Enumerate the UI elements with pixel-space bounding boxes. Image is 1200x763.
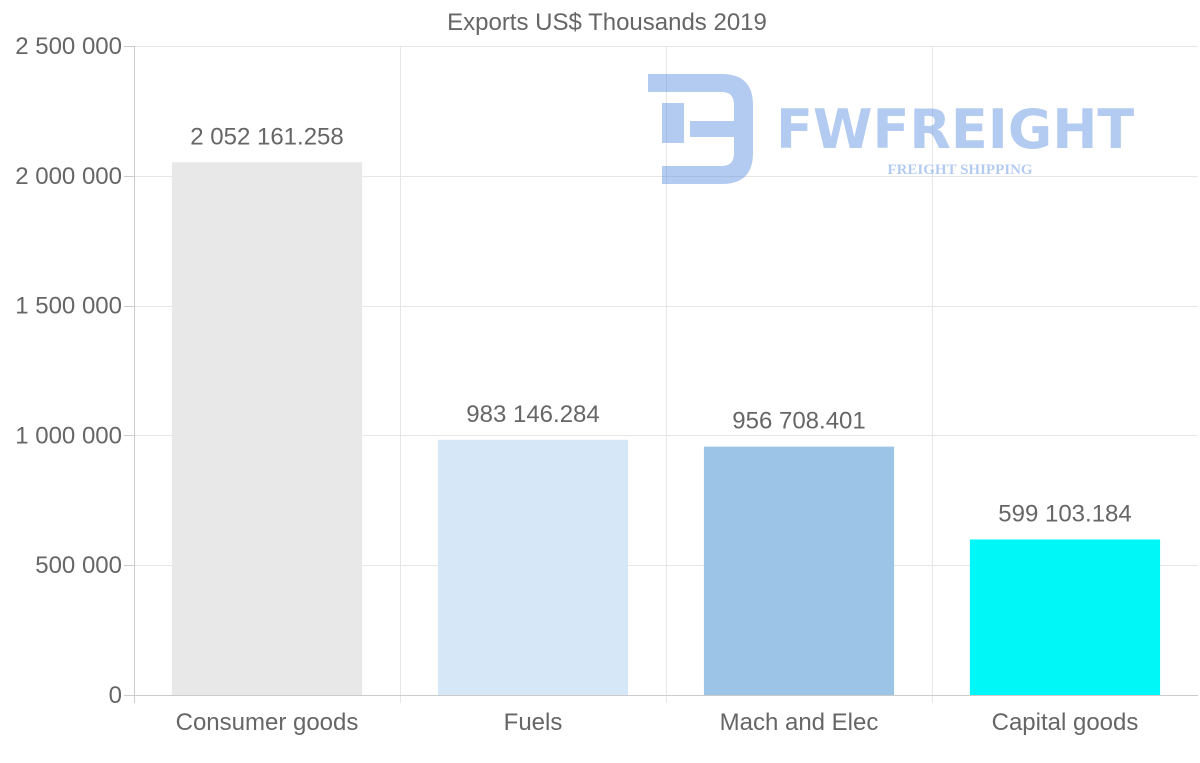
y-tick-label: 1 500 000	[15, 293, 122, 320]
watermark-name: FWFREIGHT	[776, 98, 1134, 161]
y-tick-label: 500 000	[35, 552, 122, 579]
bar-value-label: 2 052 161.258	[190, 123, 343, 150]
x-category-label: Capital goods	[992, 709, 1139, 736]
watermark-logo: FWFREIGHT FREIGHT SHIPPING	[648, 74, 1134, 184]
watermark-tagline: FREIGHT SHIPPING	[887, 162, 1032, 178]
x-category-label: Consumer goods	[176, 709, 359, 736]
bar-value-label: 983 146.284	[466, 401, 599, 428]
axes: 0 500 000 1 000 000 1 500 000 2 000 000 2 500…	[15, 33, 1198, 736]
y-tick-label: 1 000 000	[15, 422, 122, 449]
y-tick-label: 2 000 000	[15, 163, 122, 190]
bar-value-label: 956 708.401	[732, 408, 865, 435]
y-tick-label: 2 500 000	[15, 33, 122, 60]
bar	[969, 539, 1161, 695]
bar	[171, 162, 363, 696]
bar-value-label: 599 103.184	[998, 500, 1131, 527]
x-category-label: Fuels	[504, 709, 563, 736]
bar	[703, 446, 895, 695]
y-tick-label: 0	[109, 682, 122, 709]
chart-title: Exports US$ Thousands 2019	[447, 9, 767, 36]
bars: 2 052 161.258 983 146.284 956 708.401 599 1…	[171, 123, 1161, 696]
x-category-label: Mach and Elec	[720, 709, 879, 736]
logo-mark-icon	[648, 74, 753, 184]
bar	[437, 439, 629, 695]
